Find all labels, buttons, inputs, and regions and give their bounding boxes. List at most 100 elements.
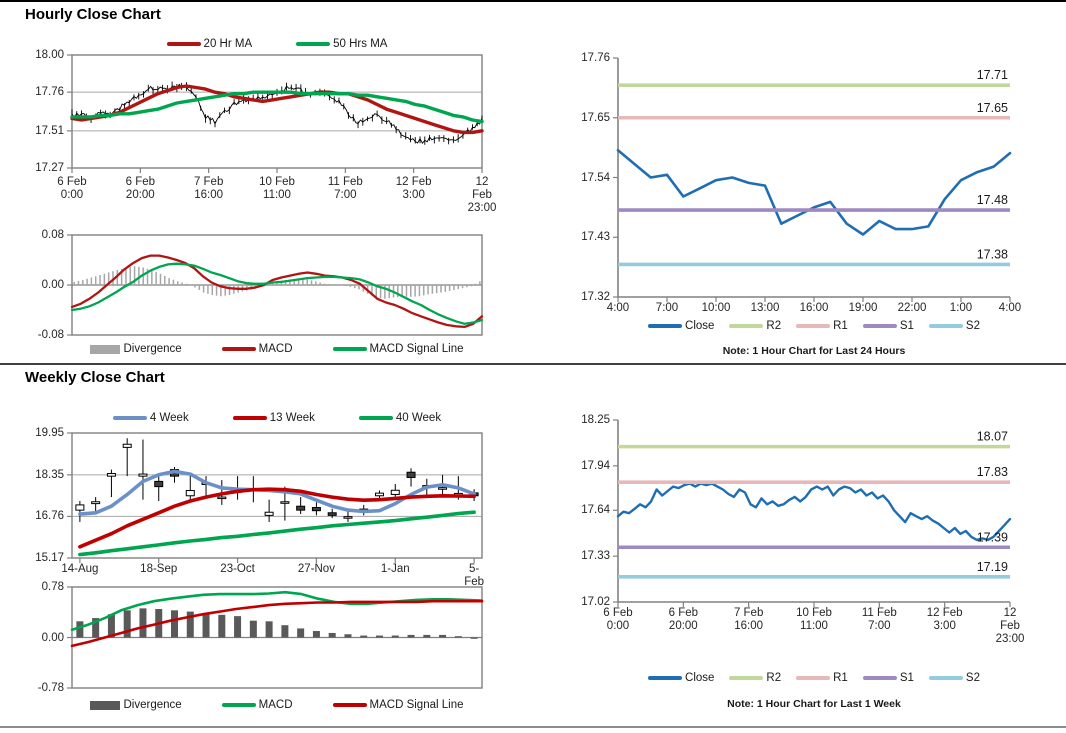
y-axis-labels: 18.00 17.76 17.51 17.27 xyxy=(16,49,64,174)
legend-marker xyxy=(166,42,201,46)
legend-marker xyxy=(90,344,121,354)
legend-label: S1 xyxy=(899,672,914,684)
y-tick-label: 18.00 xyxy=(35,49,64,61)
legend-marker xyxy=(221,347,256,351)
y-tick-label: -0.78 xyxy=(37,682,64,694)
legend-item-r2: R2 xyxy=(729,320,781,332)
chart-legend: Close R2 R1 S1 S2 xyxy=(618,672,1010,684)
x-tick-label: 4:00 xyxy=(998,302,1022,314)
x-axis-labels: 6 Feb 0:00 6 Feb 20:00 7 Feb 16:00 10 Feb 1… xyxy=(603,607,1024,645)
weekly-macd-chart: Divergence MACD MACD Signal Line 0.78 0.00 -… xyxy=(38,581,484,711)
x-tick-label: 4:00 xyxy=(606,302,630,314)
legend-item-close: Close xyxy=(648,672,714,684)
y-axis-labels: 19.95 18.35 16.76 15.17 xyxy=(16,427,64,564)
legend-marker xyxy=(928,676,963,680)
weekly-pivot-levels-chart: Close R2 R1 S1 S2 18.25 17.94 17.64 17.33 17.02 … xyxy=(581,414,1024,710)
legend-item-macd-signal-line: MACD Signal Line xyxy=(332,699,464,711)
legend-item-divergence: Divergence xyxy=(90,699,182,711)
y-tick-label: 17.76 xyxy=(35,86,64,99)
x-tick-label: 23-Oct xyxy=(220,563,255,575)
legend-marker xyxy=(729,676,764,680)
x-axis-labels: 4:00 7:00 10:00 13:00 16:00 19:00 22:00 1:00 4:0… xyxy=(607,302,1021,332)
chart-legend: 4 Week 13 Week 40 Week xyxy=(72,412,482,424)
legend-item-s1: S1 xyxy=(862,672,914,684)
x-tick-label: 11 Feb 7:00 xyxy=(327,176,363,201)
plot-area xyxy=(67,54,484,173)
y-axis-labels: 18.25 17.94 17.64 17.33 17.02 xyxy=(562,414,610,608)
x-tick-label: 7 Feb 16:00 xyxy=(193,176,224,201)
y-tick-label: 18.25 xyxy=(581,414,610,426)
x-axis-labels: 14-Aug 18-Sep 23-Oct 27-Nov 1-Jan 5-Feb xyxy=(61,563,485,593)
legend-item-macd: MACD xyxy=(221,699,293,711)
svg-text:17.71: 17.71 xyxy=(977,68,1008,82)
legend-label: Divergence xyxy=(123,343,182,355)
chart-note: Note: 1 Hour Chart for Last 24 Hours xyxy=(722,345,906,357)
x-tick-label: 11 Feb 7:00 xyxy=(861,607,897,632)
legend-label: MACD xyxy=(258,699,293,711)
x-tick-label: 19:00 xyxy=(848,302,878,314)
plot-area xyxy=(67,432,483,563)
section-divider-line xyxy=(0,363,1066,365)
legend-marker xyxy=(928,324,963,328)
y-tick-label: 17.64 xyxy=(581,504,610,517)
x-tick-label: 10 Feb 11:00 xyxy=(796,607,832,632)
legend-label: R2 xyxy=(766,672,782,684)
legend-marker xyxy=(862,676,897,680)
y-tick-label: 17.54 xyxy=(581,171,610,184)
y-tick-label: 0.00 xyxy=(41,279,64,291)
legend-marker xyxy=(112,416,147,420)
y-axis-labels: 17.76 17.65 17.54 17.43 17.32 xyxy=(562,52,610,303)
y-tick-label: 18.35 xyxy=(35,468,64,481)
y-tick-label: 19.95 xyxy=(35,427,64,439)
y-axis-labels: 0.08 0.00 -0.08 xyxy=(16,229,64,341)
legend-marker xyxy=(796,324,831,328)
daily-pivot-levels-chart: Close R2 R1 S1 S2 17.76 17.65 17.54 17.43 17.32 … xyxy=(581,52,1021,357)
legend-item-50-hrs-ma: 50 Hrs MA xyxy=(296,38,387,50)
legend-label: MACD Signal Line xyxy=(369,699,464,711)
legend-item-4-week: 4 Week xyxy=(112,412,189,424)
chart-legend: Close R2 R1 S1 S2 xyxy=(618,320,1010,332)
x-tick-label: 10 Feb 11:00 xyxy=(259,176,295,201)
y-tick-label: 0.78 xyxy=(41,581,64,593)
svg-text:17.65: 17.65 xyxy=(977,101,1008,115)
plot-area xyxy=(67,234,484,336)
legend-label: 20 Hr MA xyxy=(203,38,253,50)
plot-area xyxy=(67,586,484,689)
legend-item-40-week: 40 Week xyxy=(358,412,441,424)
x-tick-label: 1-Jan xyxy=(380,563,410,575)
legend-marker xyxy=(358,416,393,420)
y-tick-label: -0.08 xyxy=(37,329,64,341)
legend-label: R2 xyxy=(766,320,782,332)
legend-item-divergence: Divergence xyxy=(90,343,182,355)
x-tick-label: 5-Feb xyxy=(464,563,485,588)
chart-note: Note: 1 Hour Chart for Last 1 Week xyxy=(727,698,901,710)
legend-label: S1 xyxy=(899,320,914,332)
x-axis-labels: 6 Feb 0:00 6 Feb 20:00 7 Feb 16:00 10 Feb 1… xyxy=(57,176,496,214)
legend-label: 4 Week xyxy=(149,412,189,424)
x-tick-label: 7:00 xyxy=(655,302,679,314)
legend-label: Divergence xyxy=(123,699,182,711)
x-tick-label: 12 Feb 3:00 xyxy=(926,607,963,632)
x-tick-label: 12 Feb 23:00 xyxy=(995,607,1025,645)
legend-marker xyxy=(296,42,331,46)
y-tick-label: 17.76 xyxy=(581,52,610,64)
legend-item-macd: MACD xyxy=(221,343,293,355)
x-tick-label: 16:00 xyxy=(799,302,829,314)
y-tick-label: 17.33 xyxy=(581,550,610,563)
y-tick-label: 17.65 xyxy=(581,111,610,124)
legend-marker xyxy=(332,703,367,707)
legend-label: R1 xyxy=(833,320,848,332)
y-tick-label: 17.43 xyxy=(581,231,610,244)
svg-text:17.48: 17.48 xyxy=(977,193,1008,207)
legend-marker xyxy=(729,324,764,328)
legend-label: Close xyxy=(685,672,715,684)
y-tick-label: 15.17 xyxy=(35,552,64,564)
legend-marker xyxy=(332,347,367,351)
y-tick-label: 17.27 xyxy=(35,162,64,174)
x-tick-label: 7 Feb 16:00 xyxy=(733,607,764,632)
y-tick-label: 17.02 xyxy=(581,596,610,608)
svg-text:17.83: 17.83 xyxy=(977,465,1008,479)
weekly-close-chart: 4 Week 13 Week 40 Week 19.95 18.35 16.76 15.1… xyxy=(35,412,484,588)
x-tick-label: 12 Feb 23:00 xyxy=(467,176,497,214)
legend-item-close: Close xyxy=(648,320,714,332)
